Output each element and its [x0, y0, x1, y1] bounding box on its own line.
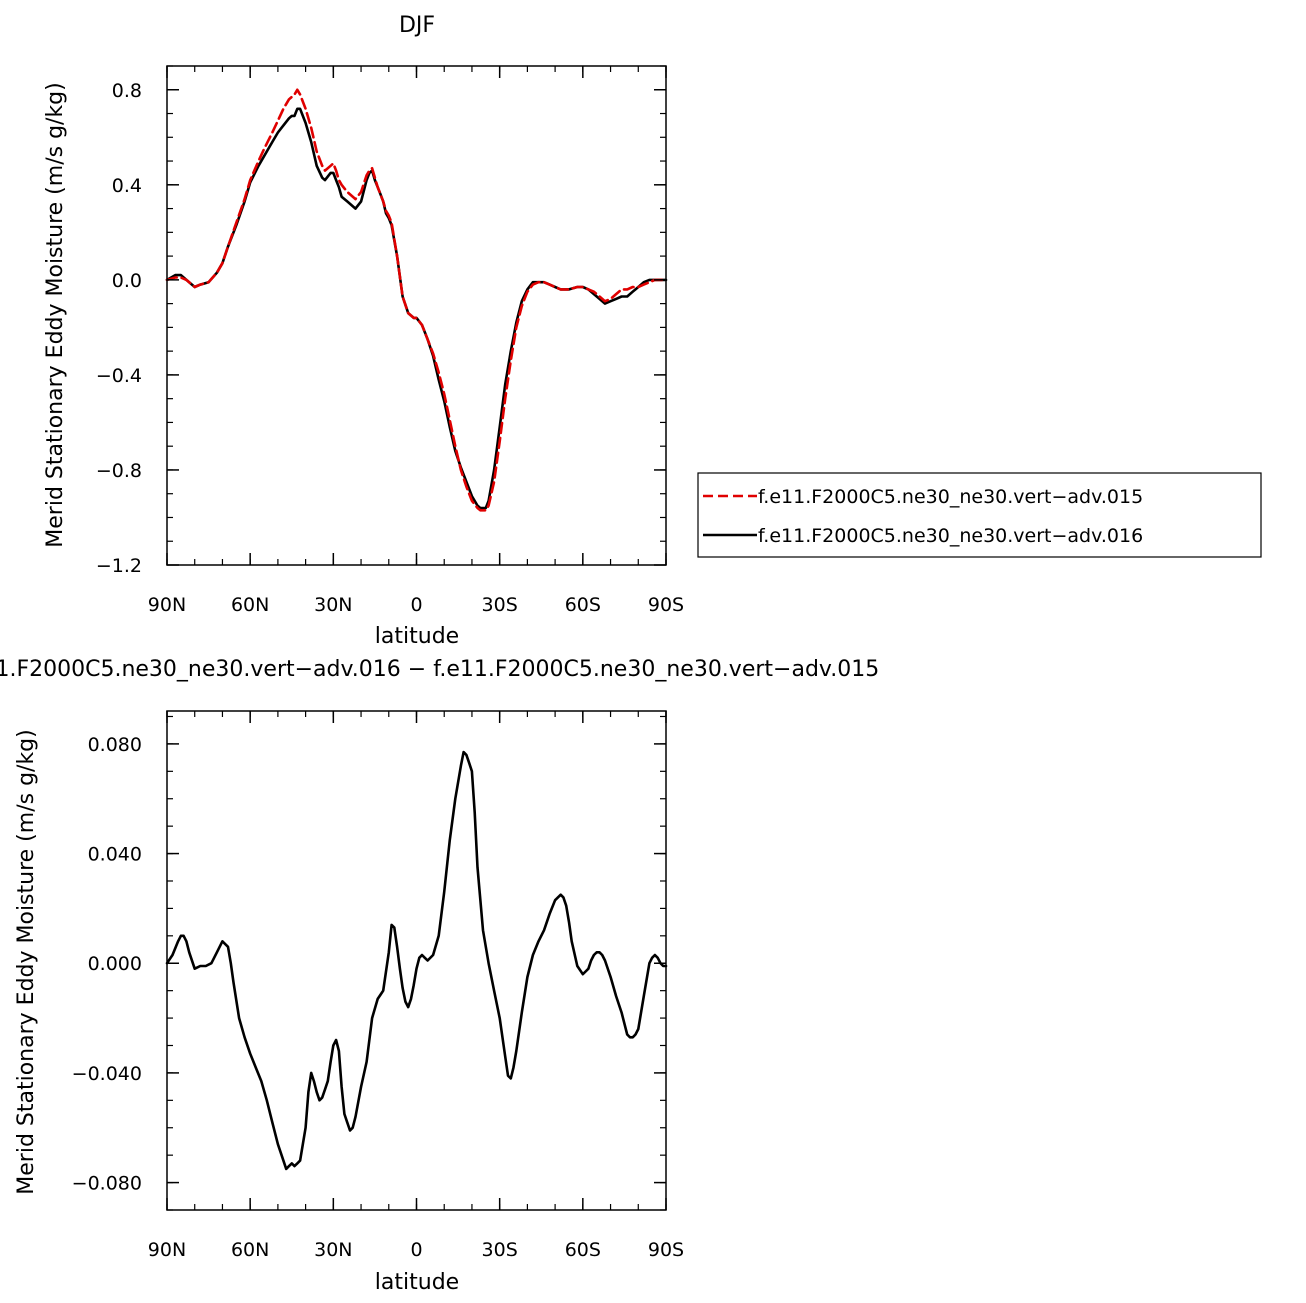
legend-box — [697, 472, 1262, 558]
top-chart-legend: f.e11.F2000C5.ne30_ne30.vert−adv.015 f.e… — [697, 472, 1262, 558]
bottom-chart-ylabel: Merid Stationary Eddy Moisture (m/s g/kg… — [14, 729, 39, 1194]
top-chart-xlabel: latitude — [375, 624, 459, 649]
top-chart-xtick-label: 90N — [148, 594, 186, 616]
top-chart: DJF 0.8 0.4 0.0 −0.4 −0.8 −1.2 90N 60N 30N 0 30S 60… — [43, 13, 1262, 649]
top-chart-ytick-label: 0.0 — [112, 270, 142, 292]
bottom-chart: f.e11.F2000C5.ne30_ne30.vert−adv.016 − f… — [0, 657, 879, 1295]
top-chart-xtick-label: 30N — [314, 594, 352, 616]
top-chart-title: DJF — [399, 13, 435, 38]
bottom-chart-xtick-label: 30S — [482, 1239, 518, 1261]
top-chart-series — [165, 88, 668, 512]
bottom-chart-series — [165, 750, 668, 1171]
bottom-chart-xtick-label: 60N — [231, 1239, 269, 1261]
bottom-chart-series-line-0 — [165, 750, 668, 1171]
top-chart-ytick-label: 0.4 — [112, 175, 142, 197]
top-chart-plot-frame — [166, 65, 667, 566]
top-chart-series-line-1 — [165, 107, 668, 510]
bottom-chart-ytick-label: 0.080 — [88, 734, 142, 756]
bottom-chart-xtick-label: 60S — [565, 1239, 601, 1261]
top-chart-xtick-label: 0 — [410, 594, 422, 616]
bottom-chart-title: f.e11.F2000C5.ne30_ne30.vert−adv.016 − f… — [0, 657, 879, 682]
top-chart-ylabel: Merid Stationary Eddy Moisture (m/s g/kg… — [43, 82, 68, 547]
bottom-chart-xtick-label: 0 — [410, 1239, 422, 1261]
top-chart-ytick-label: −0.4 — [96, 365, 142, 387]
top-chart-xtick-label: 90S — [648, 594, 684, 616]
bottom-chart-ytick-label: −0.080 — [72, 1173, 142, 1195]
bottom-chart-ytick-label: 0.000 — [88, 953, 142, 975]
top-chart-series-line-0 — [165, 88, 668, 512]
legend-label-016: f.e11.F2000C5.ne30_ne30.vert−adv.016 — [758, 525, 1143, 547]
top-chart-xtick-label: 60S — [565, 594, 601, 616]
bottom-chart-ytick-label: −0.040 — [72, 1063, 142, 1085]
bottom-chart-xtick-label: 90N — [148, 1239, 186, 1261]
bottom-chart-xtick-label: 90S — [648, 1239, 684, 1261]
bottom-chart-xtick-label: 30N — [314, 1239, 352, 1261]
top-chart-ytick-label: −0.8 — [96, 460, 142, 482]
bottom-chart-ytick-label: 0.040 — [88, 844, 142, 866]
top-chart-xtick-label: 30S — [482, 594, 518, 616]
legend-label-015: f.e11.F2000C5.ne30_ne30.vert−adv.015 — [758, 486, 1143, 508]
top-chart-ytick-label: −1.2 — [96, 555, 142, 577]
top-chart-ytick-label: 0.8 — [112, 80, 142, 102]
top-chart-xtick-label: 60N — [231, 594, 269, 616]
bottom-chart-xlabel: latitude — [375, 1270, 459, 1295]
